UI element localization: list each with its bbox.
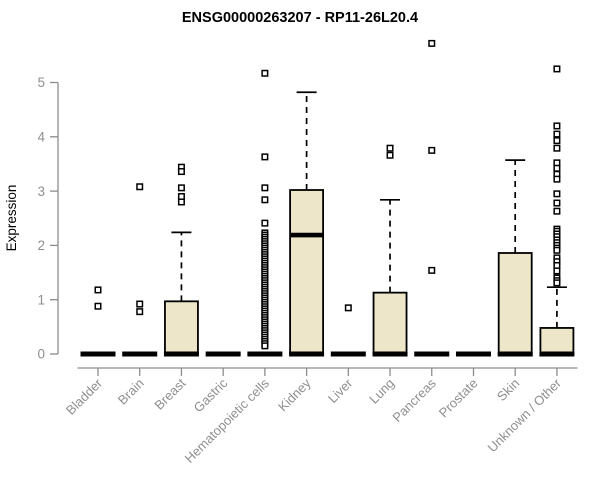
outlier-point	[261, 153, 269, 161]
outlier-point	[136, 308, 144, 316]
box-liver	[330, 304, 366, 357]
x-tick-label: Liver	[325, 375, 356, 406]
box-rect	[497, 252, 533, 355]
box-lung	[372, 144, 408, 357]
y-tick-label: 0	[37, 347, 45, 362]
x-tick-label: Kidney	[275, 375, 314, 414]
outlier-point	[428, 39, 436, 47]
outlier-point	[386, 144, 394, 152]
x-tick-label: Prostate	[436, 376, 481, 421]
box-brain	[122, 183, 158, 357]
x-tick-label: Gastric	[191, 375, 231, 415]
outlier-point	[136, 183, 144, 191]
outlier-point	[261, 342, 269, 350]
box-skin	[497, 159, 533, 357]
box-rect	[372, 291, 408, 355]
outlier-point	[386, 151, 394, 159]
box-hematopoietic-cells	[247, 69, 283, 357]
x-tick-label: Breast	[151, 375, 188, 412]
x-tick-label: Unknown / Other	[484, 375, 564, 455]
outlier-point	[94, 302, 102, 310]
outlier-point	[344, 304, 352, 312]
outlier-point	[553, 279, 561, 287]
outlier-point	[553, 207, 561, 215]
outlier-point	[428, 266, 436, 274]
outlier-point	[553, 246, 561, 254]
x-tick-label: Bladder	[63, 375, 106, 418]
y-tick-label: 5	[37, 75, 45, 90]
outlier-point	[261, 184, 269, 192]
outlier-point	[94, 286, 102, 294]
x-tick-label: Brain	[115, 376, 147, 408]
chart-title: ENSG00000263207 - RP11-26L20.4	[182, 10, 418, 26]
outlier-point	[136, 300, 144, 308]
outlier-point	[553, 65, 561, 73]
x-tick-label: Pancreas	[389, 375, 439, 425]
outlier-point	[177, 184, 185, 192]
outlier-point	[553, 175, 561, 183]
y-tick-label: 2	[37, 238, 45, 253]
box-unknown-other	[539, 65, 575, 357]
outlier-point	[177, 168, 185, 176]
outlier-point	[553, 261, 561, 269]
box-rect	[539, 327, 575, 355]
box-bladder	[80, 286, 116, 357]
outlier-point	[553, 122, 561, 130]
outlier-point	[261, 196, 269, 204]
x-tick-label: Lung	[366, 376, 397, 407]
outlier-point	[261, 69, 269, 77]
outlier-point	[177, 198, 185, 206]
outlier-point	[553, 199, 561, 207]
outlier-point	[553, 159, 561, 167]
y-axis-title: Expression	[4, 185, 19, 252]
outlier-point	[553, 137, 561, 145]
box-pancreas	[414, 39, 450, 357]
box-kidney	[289, 91, 325, 357]
outlier-point	[553, 130, 561, 138]
outlier-point	[553, 190, 561, 198]
outlier-point	[428, 146, 436, 154]
y-tick-label: 3	[37, 184, 45, 199]
y-tick-label: 4	[37, 130, 45, 145]
y-tick-label: 1	[37, 292, 45, 307]
box-rect	[164, 300, 199, 355]
outlier-point	[261, 219, 269, 227]
box-rect	[289, 189, 325, 355]
outlier-point	[553, 164, 561, 172]
outlier-point	[177, 193, 185, 201]
x-tick-label: Skin	[494, 376, 522, 404]
outlier-point	[553, 267, 561, 275]
box-breast	[163, 163, 199, 357]
outlier-point	[553, 144, 561, 152]
